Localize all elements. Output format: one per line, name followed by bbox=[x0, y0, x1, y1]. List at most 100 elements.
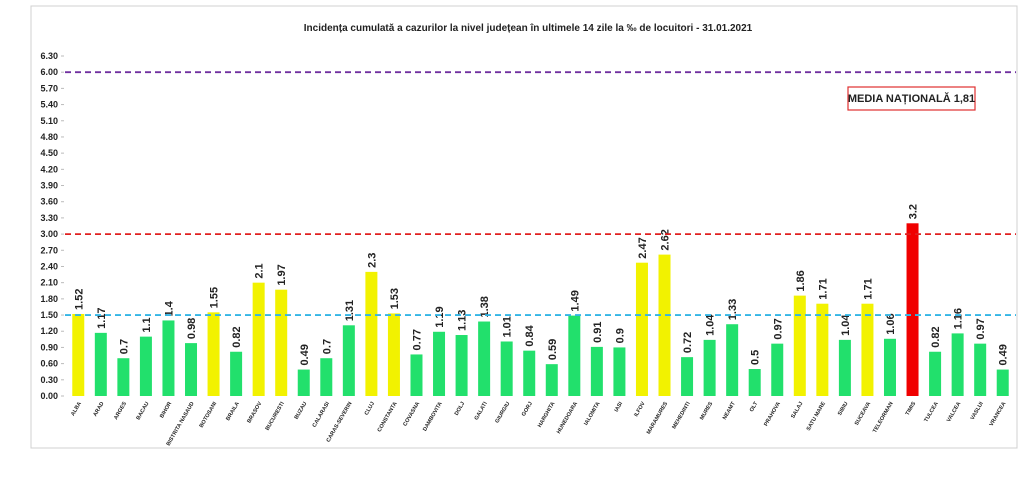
bar bbox=[816, 303, 829, 396]
bar bbox=[613, 347, 626, 396]
y-tick-label: 5.40 bbox=[40, 100, 58, 110]
bar bbox=[320, 358, 333, 396]
bar bbox=[771, 343, 784, 396]
bar bbox=[365, 271, 378, 396]
value-label: 0.49 bbox=[299, 344, 311, 365]
bar bbox=[703, 339, 716, 396]
value-label: 1.86 bbox=[795, 270, 807, 291]
chart-title: Incidența cumulată a cazurilor la nivel … bbox=[304, 23, 753, 34]
y-tick-label: 2.40 bbox=[40, 261, 58, 271]
value-label: 1.04 bbox=[705, 314, 717, 336]
bar bbox=[681, 357, 694, 396]
bar bbox=[906, 223, 919, 396]
value-label: 1.16 bbox=[953, 308, 965, 329]
y-tick-label: 2.70 bbox=[40, 245, 58, 255]
bar bbox=[568, 315, 581, 396]
bar bbox=[275, 289, 288, 396]
y-tick-label: 6.30 bbox=[40, 51, 58, 61]
y-tick-label: 1.50 bbox=[40, 310, 58, 320]
y-tick-label: 0.00 bbox=[40, 391, 58, 401]
y-tick-label: 3.90 bbox=[40, 181, 58, 191]
value-label: 1.1 bbox=[141, 317, 153, 332]
value-label: 0.77 bbox=[411, 329, 423, 350]
value-label: 1.17 bbox=[96, 307, 108, 328]
value-label: 1.49 bbox=[569, 290, 581, 311]
value-label: 1.31 bbox=[344, 300, 356, 321]
bar bbox=[974, 343, 987, 396]
value-label: 1.4 bbox=[163, 300, 175, 316]
bar bbox=[230, 351, 243, 396]
bar bbox=[838, 339, 851, 396]
value-label: 1.52 bbox=[73, 289, 85, 310]
y-tick-label: 6.00 bbox=[40, 67, 58, 77]
bar bbox=[951, 333, 964, 396]
value-label: 1.19 bbox=[434, 306, 446, 327]
value-label: 0.91 bbox=[592, 321, 604, 342]
bar bbox=[590, 346, 603, 396]
value-label: 0.98 bbox=[186, 318, 198, 339]
value-label: 0.97 bbox=[772, 318, 784, 339]
value-label: 0.59 bbox=[547, 339, 559, 360]
value-label: 0.5 bbox=[750, 350, 762, 365]
value-label: 1.53 bbox=[389, 288, 401, 309]
y-tick-label: 1.80 bbox=[40, 294, 58, 304]
y-tick-label: 0.30 bbox=[40, 375, 58, 385]
y-tick-label: 5.70 bbox=[40, 83, 58, 93]
bar bbox=[523, 350, 536, 396]
value-label: 2.47 bbox=[637, 237, 649, 258]
value-label: 0.72 bbox=[682, 332, 694, 353]
bar bbox=[748, 369, 761, 396]
bar bbox=[883, 338, 896, 396]
bar bbox=[500, 341, 513, 396]
x-tick-label: IASI bbox=[614, 401, 625, 414]
bar bbox=[117, 358, 130, 396]
value-label: 0.9 bbox=[614, 328, 626, 343]
bar bbox=[207, 312, 220, 396]
value-label: 0.84 bbox=[524, 324, 536, 346]
value-label: 1.71 bbox=[862, 278, 874, 299]
bar bbox=[387, 313, 400, 396]
value-label: 0.7 bbox=[118, 339, 130, 354]
bar bbox=[793, 295, 806, 396]
bar bbox=[478, 321, 491, 396]
value-label: 1.04 bbox=[840, 314, 852, 336]
y-tick-label: 4.20 bbox=[40, 164, 58, 174]
value-label: 1.55 bbox=[209, 287, 221, 308]
bar bbox=[139, 336, 152, 396]
value-label: 1.38 bbox=[479, 296, 491, 317]
bar bbox=[342, 325, 355, 396]
bar bbox=[726, 324, 739, 396]
bar bbox=[455, 335, 468, 396]
x-tick-label: OLT bbox=[749, 400, 760, 413]
bar bbox=[185, 343, 198, 396]
bar bbox=[297, 369, 310, 396]
value-label: 2.3 bbox=[366, 253, 378, 268]
y-tick-label: 4.80 bbox=[40, 132, 58, 142]
value-label: 1.01 bbox=[502, 316, 514, 337]
value-label: 0.82 bbox=[930, 326, 942, 347]
value-label: 1.97 bbox=[276, 264, 288, 285]
bar bbox=[861, 303, 874, 396]
value-label: 1.33 bbox=[727, 299, 739, 320]
bar bbox=[433, 331, 446, 396]
y-tick-label: 1.20 bbox=[40, 326, 58, 336]
annotation: MEDIA NAȚIONALĂ 1,81 bbox=[848, 92, 975, 105]
value-label: 1.06 bbox=[885, 313, 897, 334]
value-label: 0.82 bbox=[231, 326, 243, 347]
y-tick-label: 3.30 bbox=[40, 213, 58, 223]
value-label: 2.62 bbox=[660, 229, 672, 250]
y-tick-label: 5.10 bbox=[40, 116, 58, 126]
bar bbox=[545, 364, 558, 396]
y-tick-label: 3.00 bbox=[40, 229, 58, 239]
bar bbox=[635, 262, 648, 396]
bar bbox=[162, 320, 175, 396]
y-tick-label: 0.60 bbox=[40, 359, 58, 369]
value-label: 0.49 bbox=[998, 344, 1010, 365]
bar bbox=[94, 332, 107, 396]
value-label: 3.2 bbox=[908, 204, 920, 219]
bar bbox=[929, 351, 942, 396]
annotation-box bbox=[847, 86, 976, 111]
value-label: 2.1 bbox=[254, 263, 266, 278]
bar bbox=[410, 354, 423, 396]
